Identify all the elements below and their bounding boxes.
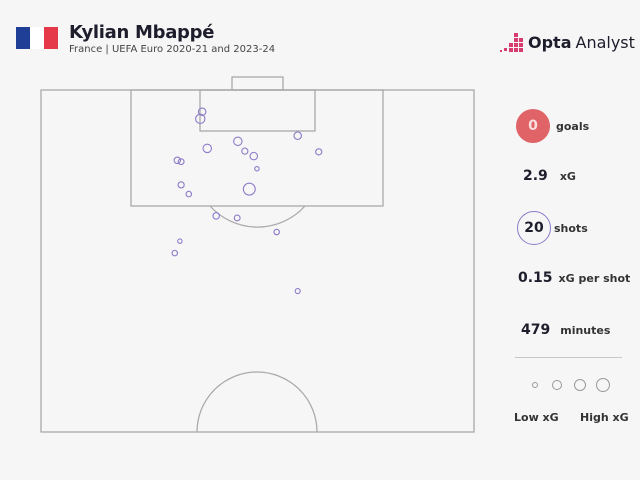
legend-high-label: High xG	[580, 411, 629, 424]
shots-badge: 20	[517, 211, 551, 245]
opta-analyst-logo: Opta Analyst	[500, 31, 635, 53]
xg-per-shot-label: xG per shot	[558, 271, 631, 285]
stat-xg: 2.9 xG	[523, 168, 576, 184]
xg-per-shot-value: 0.15	[518, 270, 553, 286]
penalty-box	[130, 89, 384, 207]
shot-marker	[185, 190, 193, 198]
shot-marker	[212, 212, 220, 220]
shot-marker	[233, 136, 243, 147]
legend-dot-xs	[532, 382, 538, 388]
flag-blue	[16, 27, 30, 49]
shot-marker	[197, 107, 207, 117]
shot-marker	[315, 148, 323, 156]
stat-goals: 0 goals	[516, 109, 589, 143]
minutes-value: 479	[521, 322, 551, 338]
shot-marker	[242, 182, 256, 196]
shot-marker	[177, 238, 183, 244]
shot-marker	[177, 181, 185, 189]
penalty-arc	[209, 205, 306, 228]
shot-marker	[173, 156, 182, 165]
legend-dot-m	[574, 379, 586, 391]
opta-logo-icon	[500, 33, 523, 52]
logo-text: Analyst	[575, 32, 635, 52]
shot-marker	[171, 249, 179, 257]
minutes-label: minutes	[560, 323, 611, 337]
shot-marker	[195, 113, 206, 125]
shot-marker	[293, 131, 302, 140]
xg-label: xG	[559, 169, 576, 183]
pitch-outline	[40, 89, 475, 433]
shot-marker	[249, 151, 259, 161]
stat-minutes: 479 minutes	[521, 322, 610, 338]
shot-marker	[273, 228, 280, 236]
flag-white	[30, 27, 44, 49]
center-circle	[196, 371, 318, 433]
goals-badge: 0	[516, 109, 550, 143]
flag-red	[44, 27, 58, 49]
shot-marker	[177, 158, 185, 166]
legend-dot-l	[596, 378, 610, 392]
shot-marker	[202, 143, 213, 154]
stat-shots: 20 shots	[517, 211, 588, 245]
page-title: Kylian Mbappé	[69, 22, 215, 43]
goal	[231, 76, 284, 91]
goals-label: goals	[556, 119, 590, 133]
stat-xg-per-shot: 0.15 xG per shot	[518, 270, 630, 286]
shot-marker	[241, 147, 249, 155]
logo-text-bold: Opta	[528, 32, 572, 52]
divider	[515, 357, 622, 358]
legend-dot-s	[552, 380, 562, 390]
shots-label: shots	[554, 221, 588, 235]
france-flag	[16, 27, 58, 49]
shot-marker	[233, 214, 241, 222]
six-yard-box	[199, 89, 316, 132]
xg-value: 2.9	[523, 168, 548, 184]
legend-low-label: Low xG	[514, 411, 559, 424]
page-subtitle: France | UEFA Euro 2020-21 and 2023-24	[69, 44, 276, 55]
shot-marker	[294, 288, 301, 295]
shot-marker	[254, 165, 260, 172]
